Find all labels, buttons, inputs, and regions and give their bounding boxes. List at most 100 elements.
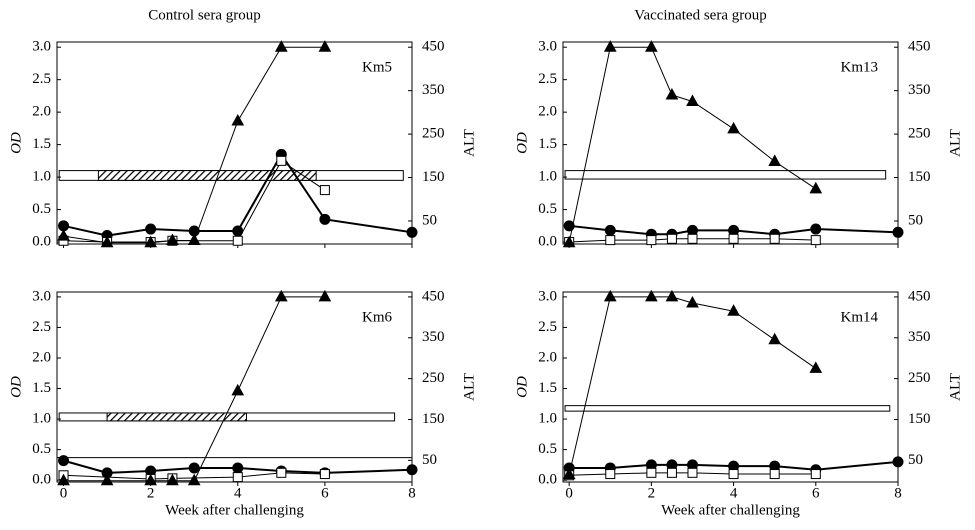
y2-tick-label: 350 (908, 329, 931, 345)
triangle-marker (231, 114, 245, 126)
x-tick-label: 2 (147, 485, 155, 501)
triangle-marker (645, 40, 658, 52)
square-marker (232, 235, 243, 246)
y-tick-label: 2.0 (538, 104, 557, 120)
circle-marker (604, 224, 616, 236)
square-marker (319, 185, 330, 196)
hatched-band (106, 412, 247, 422)
y-tick-label: 0.0 (32, 472, 51, 488)
y2-tick-label: 250 (908, 126, 931, 142)
square-marker (728, 469, 739, 480)
y2-tick-label: 450 (422, 288, 445, 304)
triangle-marker (686, 295, 699, 308)
square-marker (810, 469, 821, 480)
y2-tick-label: 450 (908, 288, 931, 304)
circle-marker (232, 462, 244, 474)
series-line (63, 46, 325, 244)
triangle-marker (562, 235, 576, 248)
x-axis-label: Week after challenging (661, 502, 800, 518)
triangle-marker (686, 94, 699, 107)
triangle-marker (809, 181, 823, 194)
y-tick-label: 2.0 (538, 349, 557, 365)
circle-marker (319, 213, 331, 225)
x-tick-label: 2 (648, 485, 656, 501)
x-tick-label: 4 (234, 485, 242, 501)
y-tick-label: 0.5 (538, 201, 557, 217)
panel-label: Km13 (841, 59, 879, 75)
triangle-marker (100, 473, 114, 486)
triangle-marker (318, 40, 332, 52)
y-tick-label: 1.0 (32, 411, 51, 427)
y2-tick-label: 50 (422, 452, 437, 468)
y2-tick-label: 450 (908, 39, 931, 55)
circle-marker (406, 464, 418, 476)
triangle-marker (100, 235, 114, 248)
series-line (569, 472, 816, 476)
panel: 0.0 0.5 1.0 1.5 2.0 2.5 3.0 50 150 250 350 450 Vacci… (514, 7, 963, 249)
triangle-marker (231, 383, 245, 396)
y-tick-label: 1.5 (538, 136, 557, 152)
y2-tick-label: 50 (908, 452, 923, 468)
threshold-band (564, 405, 891, 412)
square-marker (605, 235, 616, 246)
triangle-marker (187, 233, 201, 246)
square-marker (728, 233, 739, 244)
y-tick-label: 2.0 (32, 104, 51, 120)
triangle-marker (274, 40, 288, 52)
circle-marker (188, 462, 200, 474)
circle-marker (892, 456, 904, 468)
square-marker (769, 469, 780, 480)
triangle-marker (665, 87, 679, 100)
y-tick-label: 2.5 (32, 71, 51, 87)
series-line (568, 46, 817, 243)
y-tick-label: 1.0 (538, 411, 557, 427)
plot-frame (56, 291, 413, 483)
plot-frame (56, 41, 413, 245)
y-axis-label: OD (8, 376, 24, 398)
triangle-marker (562, 467, 576, 480)
y2-tick-label: 150 (422, 169, 445, 185)
y2-tick-label: 150 (908, 169, 931, 185)
y-tick-label: 0.5 (32, 441, 51, 457)
triangle-marker (57, 473, 70, 486)
y2-axis-label: ALT (947, 373, 963, 401)
y-tick-label: 2.5 (538, 71, 557, 87)
series-line (63, 459, 413, 474)
y2-tick-label: 50 (908, 212, 923, 228)
y2-tick-label: 350 (908, 82, 931, 98)
triangle-marker (603, 40, 617, 52)
square-marker (687, 467, 698, 478)
series-line (63, 152, 413, 237)
triangle-marker (727, 121, 740, 134)
y-tick-label: 2.5 (538, 319, 557, 335)
triangle-marker (727, 304, 740, 316)
y-tick-label: 0.5 (32, 201, 51, 217)
y-tick-label: 1.5 (32, 380, 51, 396)
panel: 0.0 0.5 1.0 1.5 2.0 2.5 3.0 50 150 250 350 450 Contr… (8, 7, 477, 249)
circle-marker (406, 226, 418, 238)
panel: 0.0 0.5 1.0 1.5 2.0 2.5 3.0 50 150 250 350 450 0 2 4 6 8… (514, 288, 963, 518)
triangle-marker (274, 289, 288, 302)
panel: 0.0 0.5 1.0 1.5 2.0 2.5 3.0 50 150 250 350 450 0 2 4 6 8… (8, 288, 477, 518)
square-marker (769, 233, 780, 244)
y-tick-label: 1.5 (32, 136, 51, 152)
y2-tick-label: 250 (422, 126, 445, 142)
y-axis-label: OD (514, 132, 530, 154)
panel-label: Km14 (841, 309, 879, 325)
circle-marker (145, 223, 157, 235)
triangle-marker (166, 473, 179, 486)
y-tick-label: 1.5 (538, 380, 557, 396)
square-marker (810, 235, 821, 246)
triangle-marker (57, 229, 70, 241)
square-marker (666, 467, 677, 478)
triangle-marker (809, 361, 823, 373)
y-tick-label: 0.0 (538, 472, 557, 488)
x-tick-label: 8 (408, 485, 416, 501)
y-axis-label: OD (8, 132, 24, 154)
y-tick-label: 0.5 (538, 441, 557, 457)
threshold-band (564, 170, 887, 180)
series-line (63, 296, 325, 482)
hatched-band (97, 170, 317, 181)
